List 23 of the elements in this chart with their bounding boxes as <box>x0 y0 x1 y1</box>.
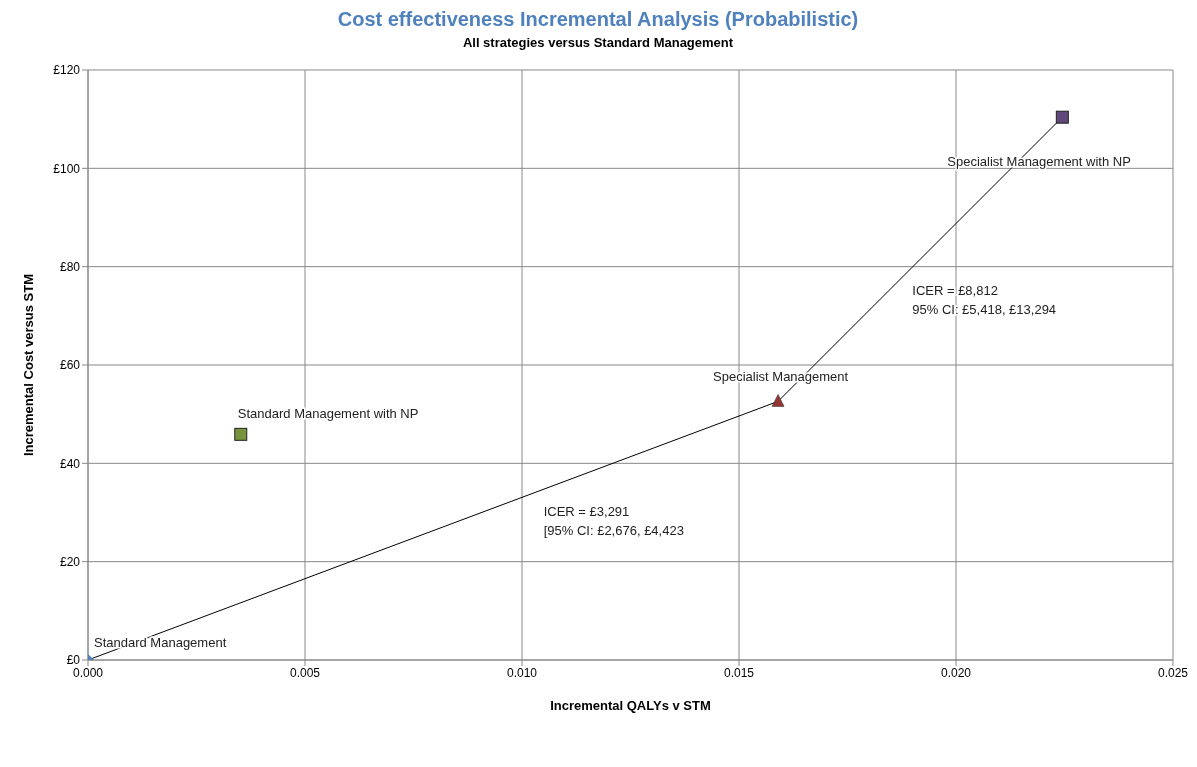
point <box>1055 110 1069 124</box>
x-tick-label: 0.015 <box>723 665 755 680</box>
chart-title: Cost effectiveness Incremental Analysis (Probabilistic) <box>336 8 860 31</box>
y-tick-label: £20 <box>59 554 81 569</box>
y-axis-title: Incremental Cost versus STM <box>20 273 36 457</box>
point <box>234 427 248 441</box>
x-tick-label: 0.025 <box>1157 665 1189 680</box>
y-tick-label: £80 <box>59 259 81 274</box>
annotation: Standard Management with NP <box>237 406 419 422</box>
x-tick-label: 0.000 <box>72 665 104 680</box>
y-tick-label: £100 <box>53 161 81 176</box>
x-tick-label: 0.005 <box>289 665 321 680</box>
y-tick-label: £60 <box>59 358 81 373</box>
point <box>771 394 785 407</box>
y-tick-label: £120 <box>53 63 81 78</box>
annotation: ICER = £8,812 95% CI: £5,418, £13,294 <box>912 283 1057 318</box>
y-tick-label: £0 <box>66 653 81 668</box>
x-tick-label: 0.020 <box>940 665 972 680</box>
x-tick-label: 0.010 <box>506 665 538 680</box>
y-tick-label: £40 <box>59 456 81 471</box>
chart-subtitle: All strategies versus Standard Management <box>461 35 735 50</box>
annotation: ICER = £3,291 [95% CI: £2,676, £4,423 <box>543 504 684 539</box>
x-axis-title: Incremental QALYs v STM <box>550 698 711 713</box>
